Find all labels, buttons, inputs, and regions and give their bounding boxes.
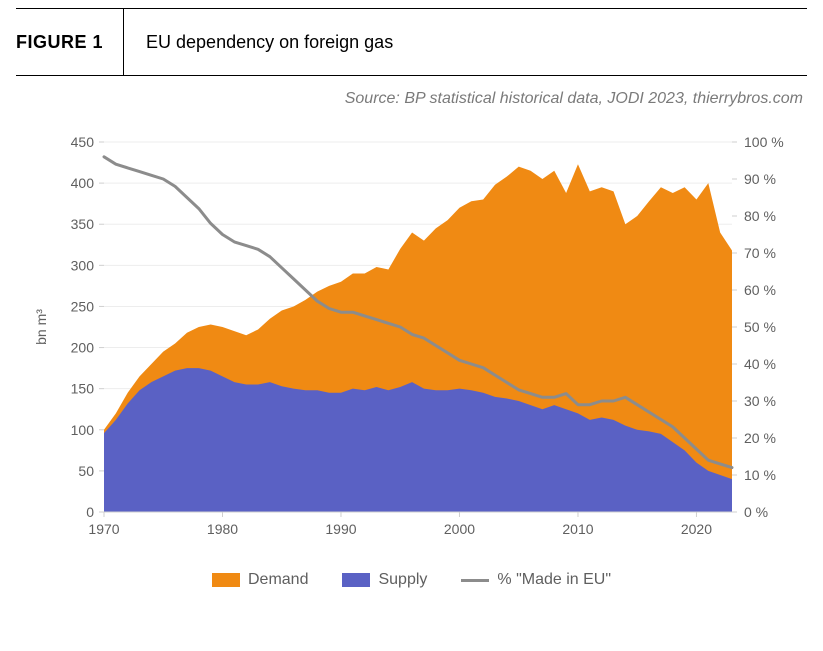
chart-area: 0 50 100 150 200 250 300 350 400 450 0 % 10 % 20 % 30… bbox=[22, 126, 801, 561]
chart-svg: 0 50 100 150 200 250 300 350 400 450 0 % 10 % 20 % 30… bbox=[22, 126, 802, 561]
svg-text:0: 0 bbox=[86, 504, 94, 520]
figure-label-cell: FIGURE 1 bbox=[16, 9, 124, 75]
figure-container: FIGURE 1 EU dependency on foreign gas So… bbox=[0, 0, 823, 651]
legend-swatch-made-in-eu bbox=[461, 579, 489, 582]
svg-text:100 %: 100 % bbox=[744, 134, 784, 150]
svg-text:450: 450 bbox=[71, 134, 95, 150]
svg-text:150: 150 bbox=[71, 381, 95, 397]
figure-header: FIGURE 1 EU dependency on foreign gas bbox=[16, 8, 807, 76]
svg-text:300: 300 bbox=[71, 257, 95, 273]
svg-text:350: 350 bbox=[71, 216, 95, 232]
svg-text:90 %: 90 % bbox=[744, 171, 776, 187]
svg-text:100: 100 bbox=[71, 422, 95, 438]
svg-text:20 %: 20 % bbox=[744, 430, 776, 446]
legend-label-supply: Supply bbox=[378, 571, 427, 589]
legend-label-demand: Demand bbox=[248, 571, 308, 589]
svg-text:1970: 1970 bbox=[88, 521, 119, 537]
legend-item-made-in-eu: % "Made in EU" bbox=[461, 571, 611, 589]
legend-item-supply: Supply bbox=[342, 571, 427, 589]
svg-text:80 %: 80 % bbox=[744, 208, 776, 224]
legend-swatch-demand bbox=[212, 573, 240, 587]
svg-text:1990: 1990 bbox=[325, 521, 356, 537]
svg-text:60 %: 60 % bbox=[744, 282, 776, 298]
svg-text:0 %: 0 % bbox=[744, 504, 768, 520]
svg-text:200: 200 bbox=[71, 340, 95, 356]
svg-text:30 %: 30 % bbox=[744, 393, 776, 409]
svg-text:50 %: 50 % bbox=[744, 319, 776, 335]
svg-text:70 %: 70 % bbox=[744, 245, 776, 261]
legend: Demand Supply % "Made in EU" bbox=[16, 571, 807, 589]
figure-title-cell: EU dependency on foreign gas bbox=[124, 9, 393, 75]
svg-text:40 %: 40 % bbox=[744, 356, 776, 372]
legend-label-made-in-eu: % "Made in EU" bbox=[497, 571, 611, 589]
legend-item-demand: Demand bbox=[212, 571, 308, 589]
svg-text:2000: 2000 bbox=[444, 521, 475, 537]
legend-swatch-supply bbox=[342, 573, 370, 587]
svg-text:50: 50 bbox=[78, 463, 94, 479]
svg-text:2020: 2020 bbox=[681, 521, 712, 537]
figure-source: Source: BP statistical historical data, … bbox=[16, 90, 803, 108]
svg-text:1980: 1980 bbox=[207, 521, 238, 537]
svg-text:bn m³: bn m³ bbox=[33, 309, 49, 345]
svg-text:10 %: 10 % bbox=[744, 467, 776, 483]
svg-text:400: 400 bbox=[71, 175, 95, 191]
svg-text:2010: 2010 bbox=[562, 521, 593, 537]
figure-title: EU dependency on foreign gas bbox=[146, 32, 393, 53]
svg-text:250: 250 bbox=[71, 298, 95, 314]
figure-label: FIGURE 1 bbox=[16, 32, 103, 53]
